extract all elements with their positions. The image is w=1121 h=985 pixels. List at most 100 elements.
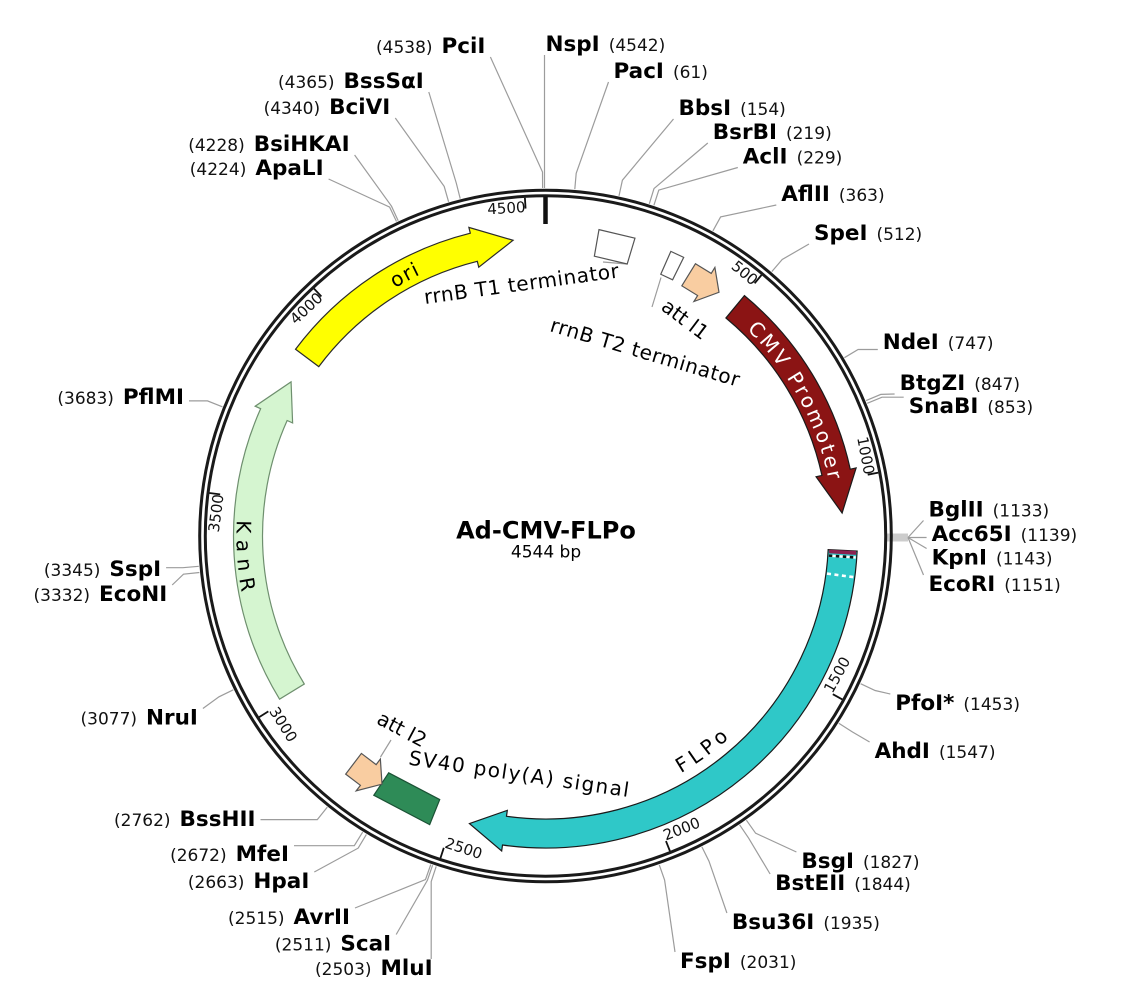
site-label-pcii: (4538) PciI (376, 34, 485, 59)
site-label-spei: SpeI (512) (814, 221, 922, 246)
feature-kanr (232, 380, 306, 700)
tick-mark-4500 (524, 197, 527, 209)
site-label-nspi: NspI (4542) (546, 32, 666, 57)
site-leader-snabi (866, 396, 904, 404)
tick-label-2500: 2500 (443, 834, 485, 863)
site-leader-pcii (489, 56, 544, 189)
site-label-pflmi: (3683) PflMI (57, 385, 184, 410)
site-label-bsgi: BsgI (1827) (801, 849, 919, 874)
site-label-scai: (2511) ScaI (275, 932, 391, 957)
site-label-mfei: (2672) MfeI (170, 842, 289, 867)
feature-rrnb-t2-terminator (659, 250, 685, 281)
feature-leader-att-l2 (379, 739, 392, 758)
site-label-hpai: (2663) HpaI (188, 869, 309, 894)
site-label-aflii: AflII (363) (781, 182, 884, 207)
site-label-bsss-i: (4365) BssSαI (278, 69, 424, 94)
plasmid-length: 4544 bp (511, 543, 581, 563)
feature-shapes (232, 226, 858, 853)
site-label-mlui: (2503) MluI (315, 956, 433, 981)
feature-rrnb-t1-terminator (593, 228, 636, 265)
site-leader-ndei (844, 348, 878, 359)
site-leader-mfei (294, 831, 364, 847)
site-label-ecori: EcoRI (1151) (929, 572, 1061, 597)
site-leader-sspi (166, 565, 199, 569)
site-leader-hpai (314, 834, 367, 873)
site-label-fspi: FspI (2031) (680, 949, 796, 974)
tick-mark-3500 (209, 492, 221, 496)
site-label-pfoi: PfoI* (1453) (895, 691, 1020, 716)
site-leader-pfoi (860, 683, 891, 695)
tick-mark-500 (753, 274, 763, 284)
plasmid-backbone-ring (198, 188, 893, 884)
site-label-paci: PacI (61) (614, 59, 708, 84)
site-leader-bsu36i (701, 846, 728, 914)
backbone-inner-circle (203, 194, 888, 878)
tick-mark-1000 (867, 471, 879, 476)
tick-label-3500: 3500 (205, 493, 228, 533)
site-leader-scai (395, 865, 434, 935)
site-label-bglii: BglII (1133) (929, 498, 1050, 523)
flpo-dash1 (828, 554, 856, 559)
feature-label-sv40-poly-a-signal: SV40 poly(A) signal (407, 746, 632, 802)
feature-att-l1 (681, 262, 720, 303)
site-label-acc65i: Acc65I (1139) (932, 522, 1078, 547)
site-label-econi: (3332) EcoNI (34, 582, 168, 607)
tick-label-4500: 4500 (487, 198, 526, 218)
site-leader-paci (574, 81, 610, 190)
feature-ori (294, 226, 515, 368)
site-leader-ecori (907, 537, 925, 576)
site-label-bcivi: (4340) BciVI (264, 95, 391, 120)
site-label-bsteii: BstEII (1844) (775, 871, 911, 896)
feature-label-rrnb-t2-terminator: rrnB T2 terminator (548, 313, 744, 392)
site-label-avrii: (2515) AvrII (228, 905, 350, 930)
site-leader-mlui (430, 866, 437, 959)
site-label-bsu36i: Bsu36I (1935) (732, 910, 880, 935)
site-leader-bsshii (260, 806, 328, 821)
site-label-btgzi: BtgZI (847) (900, 371, 1020, 396)
tick-mark-3000 (258, 710, 269, 718)
plasmid-title: Ad-CMV-FLPo (456, 517, 636, 545)
feature-leader-rrnb-t2-terminator (651, 277, 662, 308)
site-leader-econi (171, 571, 200, 586)
site-leader-ahdi (838, 722, 870, 743)
site-label-bsihkai: (4228) BsiHKAI (188, 132, 349, 157)
site-leader-pflmi (189, 400, 223, 408)
map-center-caption: Ad-CMV-FLPo 4544 bp (456, 517, 636, 563)
flpo-start-sliver (828, 549, 857, 555)
site-leader-spei (771, 243, 810, 272)
site-label-nrui: (3077) NruI (81, 706, 198, 731)
site-label-bbsi: BbsI (154) (679, 96, 786, 121)
tick-label-3000: 3000 (265, 704, 301, 746)
site-leader-kpni (907, 536, 927, 550)
site-leader-acli (653, 166, 738, 206)
tick-label-1000: 1000 (853, 435, 878, 476)
site-leader-bsihkai (354, 154, 399, 221)
site-label-sspi: (3345) SspI (44, 557, 161, 582)
site-leader-bsrbi (648, 142, 709, 204)
tick-mark-4000 (313, 288, 323, 298)
site-label-bsshii: (2762) BssHII (114, 807, 256, 832)
feature-cmv-promoter (725, 294, 858, 515)
site-leader-bsgi (745, 819, 797, 853)
site-leader-apali (328, 178, 398, 222)
feature-sv40-poly-a-signal (372, 772, 441, 826)
feature-label-att-l2: att l2 (373, 706, 431, 752)
feature-flpo (468, 549, 858, 853)
site-leader-bcivi (394, 117, 450, 202)
site-leader-bsteii (739, 824, 771, 875)
site-label-bsrbi: BsrBI (219) (713, 120, 832, 145)
site-label-ahdi: AhdI (1547) (875, 739, 996, 764)
feature-att-l2 (344, 752, 383, 792)
site-leader-bglii (907, 520, 924, 538)
site-leader-btgzi (865, 393, 895, 402)
site-label-acli: AclI (229) (743, 145, 842, 170)
site-label-apali: (4224) ApaLI (190, 156, 324, 181)
restriction-site-labels: (4538) PciI NspI (4542)PacI (61) BbsI (154)Bsr… (34, 32, 1078, 981)
site-label-ndei: NdeI (747) (883, 330, 994, 355)
leader-lines (166, 55, 927, 959)
site-leader-avrii (354, 864, 432, 909)
flpo-dash2 (826, 572, 854, 579)
site-leader-aflii (712, 204, 777, 232)
site-leader-bbsi (618, 118, 674, 197)
